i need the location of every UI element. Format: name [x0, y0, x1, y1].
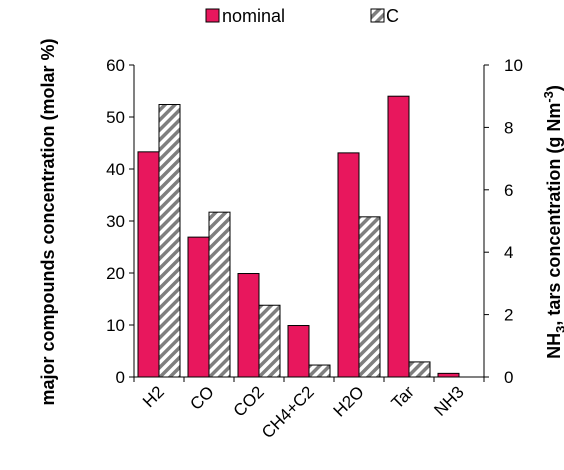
- y-tick-label: 0: [116, 368, 125, 387]
- y2-tick-label: 8: [504, 118, 513, 137]
- bar-nominal-tar: [387, 95, 410, 378]
- y2-tick-label: 4: [504, 243, 513, 262]
- bar-nominal-co2: [237, 273, 260, 378]
- y-tick-label: 40: [106, 160, 125, 179]
- y-tick-label: 20: [106, 264, 125, 283]
- y-tick-label: 10: [106, 316, 125, 335]
- bar-c-co: [208, 211, 231, 378]
- y-tick-label: 30: [106, 212, 125, 231]
- y2-tick-label: 0: [504, 368, 513, 387]
- bar-c-h2o: [358, 216, 381, 378]
- bar-c-co2: [258, 304, 281, 378]
- x-tick-label: NH3: [430, 382, 467, 419]
- y-axis-title: major compounds concentration (molar %): [38, 38, 58, 405]
- legend: nominal C: [205, 6, 399, 26]
- bar-c-ch4c2: [308, 364, 331, 378]
- x-tick-label: H2O: [330, 382, 368, 420]
- bar-nominal-h2: [137, 151, 160, 378]
- y2-tick-label: 6: [504, 181, 513, 200]
- bar-c-h2: [158, 104, 181, 378]
- legend-swatch-c: [370, 8, 385, 23]
- legend-swatch-nominal: [205, 8, 220, 23]
- x-tick-label: CO: [186, 382, 217, 413]
- y-tick-label: 60: [106, 56, 125, 75]
- x-tick-label: CH4+C2: [258, 382, 318, 442]
- x-tick-label: CO2: [230, 382, 268, 420]
- y2-axis-title: NH3, tars concentration (g Nm-3): [541, 85, 564, 359]
- y2-tick-label: 2: [504, 306, 513, 325]
- bar-nominal-ch4c2: [287, 325, 310, 378]
- legend-label-nominal: nominal: [222, 6, 285, 26]
- bar-c-tar: [408, 361, 431, 378]
- y2-tick-label: 10: [504, 56, 523, 75]
- bar-nominal-nh3: [437, 372, 460, 378]
- bar-nominal-h2o: [337, 152, 360, 378]
- y-tick-label: 50: [106, 108, 125, 127]
- legend-label-c: C: [386, 6, 399, 26]
- x-tick-label: H2: [139, 382, 168, 411]
- bar-nominal-co: [187, 236, 210, 378]
- x-tick-label: Tar: [388, 382, 418, 412]
